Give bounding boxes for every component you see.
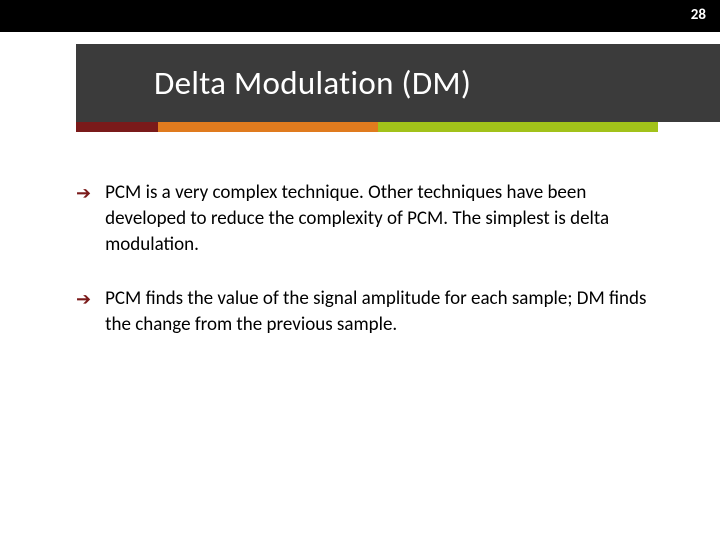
accent-segment-2 xyxy=(158,122,378,132)
title-band: Delta Modulation (DM) xyxy=(76,44,720,122)
bullet-item: ➔ PCM finds the value of the signal ampl… xyxy=(76,286,666,338)
slide-title: Delta Modulation (DM) xyxy=(154,63,471,103)
top-bar: 28 xyxy=(0,0,720,32)
slide: 28 Delta Modulation (DM) ➔ PCM is a very… xyxy=(0,0,720,540)
page-number: 28 xyxy=(691,6,706,24)
accent-segment-3 xyxy=(378,122,658,132)
bullet-text: PCM is a very complex technique. Other t… xyxy=(105,180,666,258)
arrow-icon: ➔ xyxy=(76,180,91,258)
accent-strip xyxy=(76,122,720,132)
content-area: ➔ PCM is a very complex technique. Other… xyxy=(76,180,666,366)
bullet-item: ➔ PCM is a very complex technique. Other… xyxy=(76,180,666,258)
arrow-icon: ➔ xyxy=(76,286,91,338)
bullet-text: PCM finds the value of the signal amplit… xyxy=(105,286,666,338)
accent-segment-1 xyxy=(76,122,158,132)
accent-segment-4 xyxy=(658,122,720,132)
